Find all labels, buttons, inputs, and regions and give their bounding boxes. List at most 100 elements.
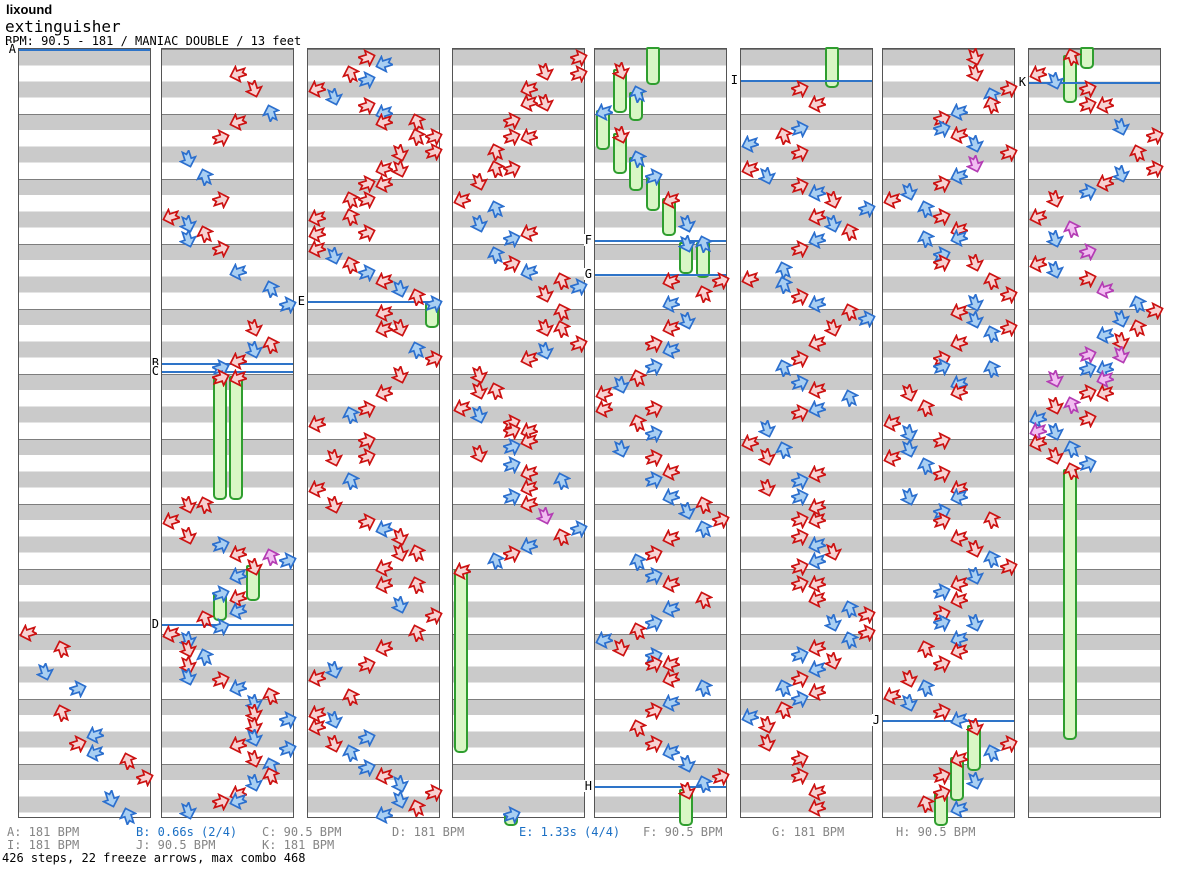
note-arrow-up — [261, 767, 280, 785]
note-arrow-down — [678, 215, 697, 233]
note-arrow-right — [1079, 96, 1097, 114]
note-arrow-left — [661, 655, 680, 673]
note-arrow-down — [391, 791, 410, 809]
note-arrow-down — [178, 230, 197, 248]
note-arrow-right — [933, 583, 951, 601]
note-arrow-up — [774, 127, 793, 145]
note-arrow-left — [661, 694, 680, 712]
note-arrow-up — [774, 701, 793, 719]
note-arrow-right — [933, 784, 951, 802]
note-arrow-up — [407, 288, 426, 306]
note-arrow-right — [358, 400, 376, 418]
note-arrow-right — [278, 552, 297, 570]
note-arrow-up — [840, 631, 859, 649]
note-arrow-left — [1095, 281, 1114, 299]
note-arrow-right — [424, 607, 443, 625]
note-arrow-right — [791, 288, 809, 306]
note-arrow-up — [1128, 144, 1147, 162]
note-arrow-down — [611, 376, 630, 394]
note-arrow-left — [519, 80, 538, 98]
note-arrow-left — [807, 783, 826, 801]
note-arrow-down — [757, 734, 776, 752]
note-arrow-down — [178, 527, 197, 545]
note-arrow-right — [645, 735, 663, 753]
chart-column-1 — [18, 48, 154, 825]
note-arrow-left — [949, 229, 968, 247]
note-arrow-down — [1112, 310, 1131, 328]
note-arrow-up — [628, 622, 647, 640]
note-arrow-left — [1095, 174, 1114, 192]
note-arrow-up — [1062, 220, 1081, 238]
note-arrow-down — [1045, 397, 1064, 415]
note-arrow-down — [102, 790, 121, 808]
note-arrow-left — [228, 602, 247, 620]
note-arrow-left — [949, 383, 968, 401]
note-arrow-right — [1079, 346, 1097, 364]
note-arrow-left — [374, 639, 393, 657]
note-arrow-down — [1045, 423, 1064, 441]
note-arrow-left — [374, 55, 393, 73]
note-arrow-right — [791, 404, 809, 422]
note-arrow-left — [228, 589, 247, 607]
note-arrow-left — [807, 208, 826, 226]
footer-marker-H: H: 90.5 BPM — [896, 825, 976, 839]
freeze-arrow-body — [454, 569, 468, 753]
note-arrow-right — [999, 735, 1018, 753]
note-arrow-up — [261, 548, 280, 566]
note-arrow-down — [966, 567, 985, 585]
note-arrow-left — [162, 512, 181, 530]
note-arrow-left — [519, 479, 538, 497]
note-arrow-left — [661, 191, 680, 209]
note-arrow-up — [982, 272, 1001, 290]
note-arrow-left — [519, 224, 538, 242]
note-arrow-up — [628, 369, 647, 387]
note-arrow-up — [261, 687, 280, 705]
note-arrow-left — [949, 303, 968, 321]
note-arrow-left — [807, 639, 826, 657]
note-arrow-left — [661, 295, 680, 313]
note-arrow-left — [741, 434, 760, 452]
note-arrow-down — [1045, 261, 1064, 279]
note-arrow-up — [195, 496, 214, 514]
note-arrow-right — [1079, 360, 1097, 378]
note-arrow-left — [949, 591, 968, 609]
note-arrow-left — [519, 128, 538, 146]
note-arrow-right — [212, 793, 230, 811]
freeze-arrow-body — [1063, 469, 1078, 740]
note-arrow-down — [899, 440, 918, 458]
note-arrow-right — [933, 465, 951, 483]
note-arrow-left — [308, 240, 327, 258]
note-arrow-right — [791, 120, 809, 138]
note-arrow-down — [1112, 346, 1131, 364]
note-arrow-left — [807, 799, 826, 817]
note-arrow-left — [741, 160, 760, 178]
note-arrow-left — [374, 272, 393, 290]
note-arrow-up — [552, 272, 571, 290]
note-arrow-left — [595, 400, 614, 418]
note-arrow-right — [791, 177, 809, 195]
note-arrow-down — [245, 319, 264, 337]
note-arrow-left — [228, 352, 247, 370]
note-arrow-left — [661, 575, 680, 593]
note-arrow-down — [1045, 370, 1064, 388]
note-arrow-right — [135, 769, 154, 787]
note-arrow-right — [278, 740, 297, 758]
note-arrow-down — [824, 215, 843, 233]
marker-line-F — [595, 240, 726, 242]
note-arrow-right — [212, 536, 230, 554]
note-arrow-left — [807, 184, 826, 202]
note-arrow-up — [694, 235, 713, 253]
marker-line-K — [1029, 82, 1160, 84]
note-arrow-down — [678, 755, 697, 773]
note-arrow-up — [261, 336, 280, 354]
note-arrow-left — [807, 465, 826, 483]
note-arrow-right — [857, 200, 876, 218]
note-arrow-right — [645, 425, 663, 443]
note-arrow-right — [933, 175, 951, 193]
note-arrow-up — [341, 688, 360, 706]
note-arrow-left — [807, 400, 826, 418]
note-arrow-up — [1062, 48, 1081, 66]
note-arrow-down — [245, 704, 264, 722]
song-title: extinguisher — [5, 17, 121, 36]
note-arrow-right — [791, 670, 809, 688]
